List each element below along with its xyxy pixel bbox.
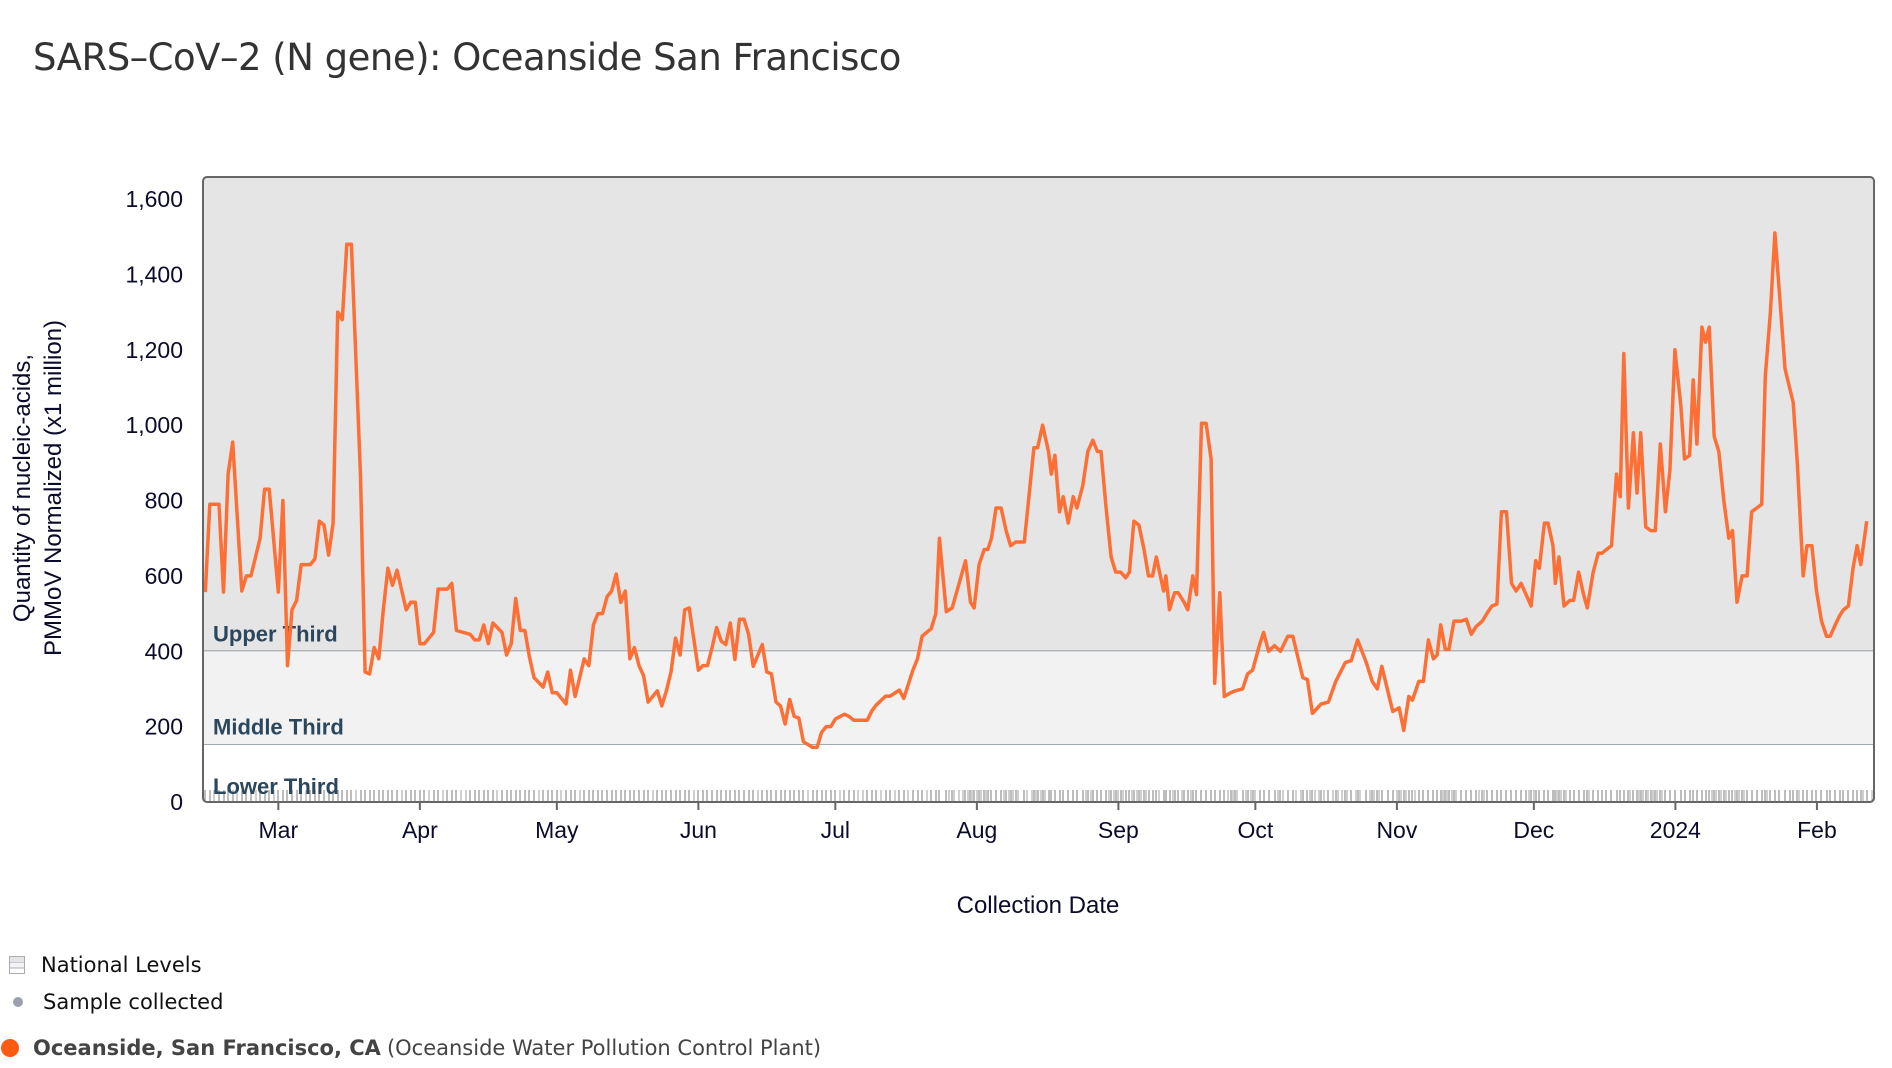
- legend-site[interactable]: Oceanside, San Francisco, CA (Oceanside …: [0, 1036, 821, 1060]
- sample-dot-icon: [13, 997, 23, 1007]
- x-tick-label: 2024: [1650, 817, 1701, 843]
- y-tick-label: 400: [145, 638, 183, 664]
- x-tick-label: Jun: [680, 817, 717, 843]
- y-tick-label: 0: [170, 789, 183, 815]
- chart-title: SARS–CoV–2 (N gene): Oceanside San Franc…: [33, 36, 901, 79]
- national-level-bands: [203, 177, 1874, 802]
- x-tick-label: Dec: [1513, 817, 1554, 843]
- y-tick-label: 200: [145, 714, 183, 740]
- band-label: Lower Third: [213, 774, 339, 799]
- x-tick-label: Aug: [956, 817, 997, 843]
- y-tick-label: 1,000: [125, 412, 183, 438]
- x-tick-label: Nov: [1376, 817, 1417, 843]
- x-tick-label: Jul: [821, 817, 850, 843]
- band-label: Middle Third: [213, 715, 344, 740]
- site-plant: (Oceanside Water Pollution Control Plant…: [386, 1036, 822, 1060]
- y-axis-title-line2: PMMoV Normalized (x1 million): [40, 320, 67, 656]
- legend-sample-collected-label: Sample collected: [43, 990, 224, 1014]
- y-tick-label: 600: [145, 563, 183, 589]
- y-axis: 0 200 400 600 800 1,000 1,200 1,400 1,600: [125, 186, 183, 815]
- x-tick-label: Feb: [1797, 817, 1837, 843]
- y-tick-label: 1,400: [125, 261, 183, 287]
- x-axis-title: Collection Date: [957, 892, 1120, 919]
- band-upper-third: [203, 177, 1874, 652]
- site-color-dot-icon: [1, 1039, 19, 1057]
- x-tick-label: Oct: [1237, 817, 1273, 843]
- y-tick-label: 800: [145, 488, 183, 514]
- x-tick-label: Sep: [1098, 817, 1139, 843]
- y-axis-title-line1: Quantity of nucleic-acids,: [9, 354, 36, 622]
- x-tick-label: Apr: [402, 817, 438, 843]
- band-labels: Upper Third Middle Third Lower Third: [213, 621, 344, 799]
- site-name: Oceanside, San Francisco, CA: [33, 1036, 381, 1060]
- legend-national-levels-label: National Levels: [41, 953, 202, 977]
- band-label: Upper Third: [213, 621, 338, 646]
- sample-collected-ticks: [204, 790, 1873, 802]
- legend-sample-collected[interactable]: Sample collected: [0, 990, 223, 1014]
- y-tick-label: 1,200: [125, 337, 183, 363]
- x-tick-label: May: [535, 817, 579, 843]
- series-line-oceanside: [203, 231, 1869, 750]
- x-axis: Mar Apr May Jun Jul Aug Sep Oct Nov Dec 2024 Feb: [259, 802, 1837, 843]
- band-middle-third: [203, 651, 1874, 745]
- x-tick-label: Mar: [259, 817, 299, 843]
- data-line-group: [203, 231, 1869, 750]
- chart-svg: Upper Third Middle Third Lower Third 0 200 4…: [9, 176, 1875, 919]
- plot-frame: [202, 176, 1875, 803]
- national-levels-icon: [9, 956, 25, 974]
- legend-national-levels[interactable]: National Levels: [0, 953, 202, 977]
- y-tick-label: 1,600: [125, 186, 183, 212]
